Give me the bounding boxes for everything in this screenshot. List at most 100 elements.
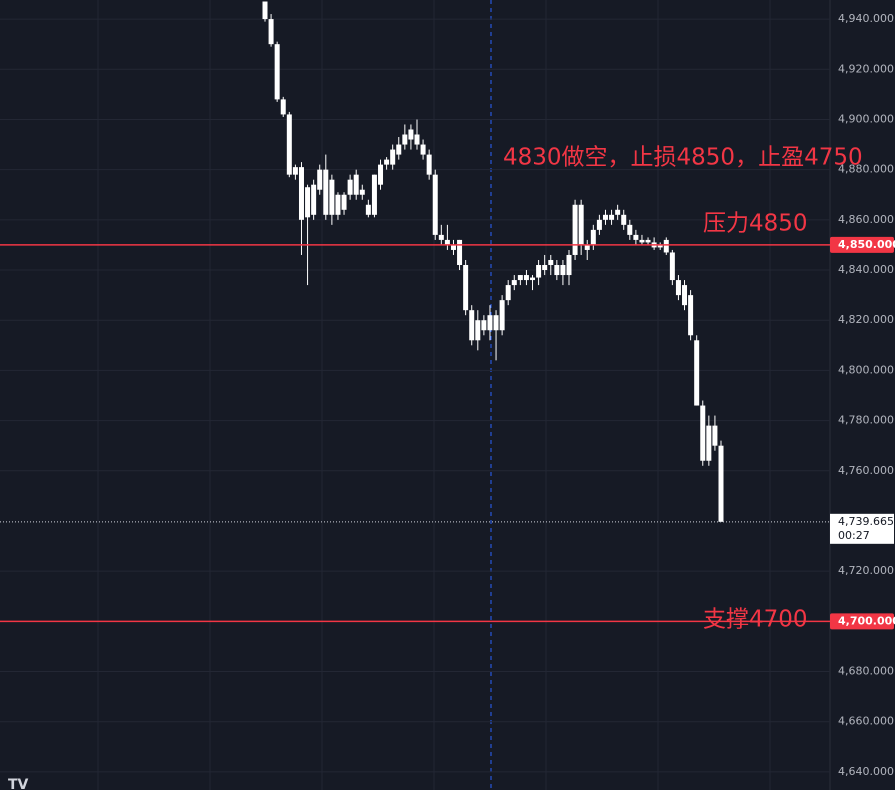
candle-body xyxy=(353,174,359,195)
y-tick-label: 4,800.000 xyxy=(838,363,894,376)
candle-body xyxy=(487,315,493,331)
y-tick-label: 4,640.000 xyxy=(838,765,894,778)
candle-body xyxy=(572,204,578,255)
candle-body xyxy=(286,114,292,175)
candle-body xyxy=(602,214,608,220)
candle-body xyxy=(627,224,633,235)
candle-body xyxy=(566,254,572,276)
candle-body xyxy=(560,265,566,276)
candle-body xyxy=(657,244,663,248)
candle-body xyxy=(682,285,688,306)
candle-body xyxy=(481,320,487,331)
y-tick-label: 4,780.000 xyxy=(838,414,894,427)
price-label: 4,850.000 xyxy=(838,238,895,251)
candle-body xyxy=(633,234,639,240)
y-tick-label: 4,720.000 xyxy=(838,564,894,577)
y-tick-label: 4,880.000 xyxy=(838,163,894,176)
candle-body xyxy=(530,277,536,281)
candle-body xyxy=(700,405,706,461)
candle-body xyxy=(718,445,724,522)
y-tick-label: 4,920.000 xyxy=(838,62,894,75)
candle-body xyxy=(262,1,268,20)
candle-body xyxy=(621,214,627,225)
countdown: 00:27 xyxy=(838,529,870,542)
candle-body xyxy=(475,320,481,341)
candle-body xyxy=(371,174,377,215)
candle-body xyxy=(414,134,420,145)
logo: TV xyxy=(8,777,29,790)
price-label-box xyxy=(830,236,894,253)
last-price-label: 4,739.665 xyxy=(838,515,894,528)
candle-body xyxy=(511,280,517,286)
y-tick-label: 4,840.000 xyxy=(838,263,894,276)
candle-body xyxy=(463,265,469,311)
candle-body xyxy=(450,244,456,250)
last-price-box xyxy=(830,513,894,544)
candle-body xyxy=(615,209,621,215)
candle-body xyxy=(609,214,615,220)
candle-body xyxy=(536,265,542,278)
candle-body xyxy=(584,244,590,250)
annotation: 4830做空，止损4850，止盈4750 xyxy=(503,145,863,171)
y-tick-label: 4,860.000 xyxy=(838,213,894,226)
candle-body xyxy=(548,259,554,266)
candle-body xyxy=(311,184,317,215)
candle-body xyxy=(663,239,669,253)
candle-body xyxy=(365,204,371,215)
candle-body xyxy=(323,169,329,215)
candle-body xyxy=(329,179,335,215)
y-tick-label: 4,660.000 xyxy=(838,715,894,728)
candle-body xyxy=(688,295,694,336)
candle-body xyxy=(517,275,523,281)
candle-body xyxy=(298,167,304,220)
candle-body xyxy=(402,134,408,145)
candle-body xyxy=(390,149,396,165)
candle-body xyxy=(523,275,529,281)
candle-body xyxy=(669,252,675,281)
y-tick-label: 4,940.000 xyxy=(838,12,894,25)
candle-body xyxy=(493,315,499,331)
candle-body xyxy=(408,129,414,140)
annotation: 支撑4700 xyxy=(703,607,808,633)
candle-body xyxy=(347,179,353,195)
y-tick-label: 4,760.000 xyxy=(838,464,894,477)
y-tick-label: 4,680.000 xyxy=(838,665,894,678)
candle-body xyxy=(457,239,463,266)
candle-body xyxy=(317,169,323,190)
candle-body xyxy=(706,425,712,461)
candle-body xyxy=(396,144,402,155)
candle-body xyxy=(335,194,341,215)
candle-body xyxy=(590,229,596,245)
candle-body xyxy=(694,340,700,406)
candle-body xyxy=(268,19,274,45)
candle-body xyxy=(542,265,548,271)
candle-body xyxy=(432,174,438,235)
candle-body xyxy=(305,187,311,218)
candle-body xyxy=(280,99,286,115)
candle-body xyxy=(469,310,475,341)
candle-body xyxy=(359,189,365,195)
candle-body xyxy=(505,285,511,301)
y-tick-label: 4,900.000 xyxy=(838,112,894,125)
price-label: 4,700.000 xyxy=(838,614,895,627)
candle-body xyxy=(499,300,505,331)
candle-body xyxy=(341,194,347,210)
y-tick-label: 4,820.000 xyxy=(838,313,894,326)
candle-body xyxy=(596,219,602,230)
candle-body xyxy=(712,425,718,446)
price-label-box xyxy=(830,613,894,630)
candle-body xyxy=(578,204,584,245)
candle-body xyxy=(420,144,426,155)
time-grid xyxy=(97,0,771,790)
annotation: 压力4850 xyxy=(703,211,808,237)
candle-body xyxy=(639,239,645,243)
candle-body xyxy=(675,280,681,296)
candle-body xyxy=(444,239,450,245)
candle-body xyxy=(384,159,390,165)
candle-body xyxy=(274,44,280,100)
candle-body xyxy=(292,167,298,175)
candle-body xyxy=(438,234,444,240)
